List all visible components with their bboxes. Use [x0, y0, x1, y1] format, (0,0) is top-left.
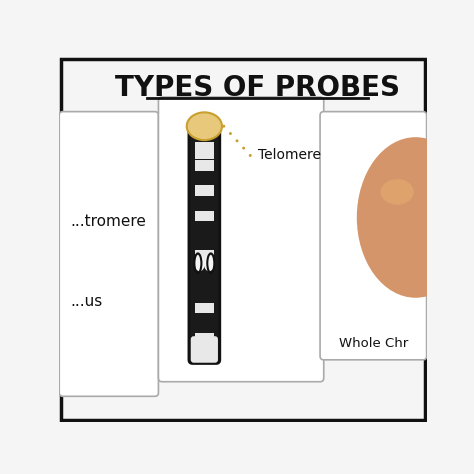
Bar	[195, 303, 213, 313]
FancyBboxPatch shape	[59, 111, 158, 396]
FancyBboxPatch shape	[320, 111, 427, 360]
Ellipse shape	[229, 132, 232, 135]
FancyBboxPatch shape	[158, 97, 324, 382]
Bar	[195, 250, 213, 260]
Bar	[195, 185, 213, 196]
Ellipse shape	[236, 139, 238, 142]
Ellipse shape	[357, 137, 474, 298]
Ellipse shape	[242, 146, 245, 150]
Text: TYPES OF PROBES: TYPES OF PROBES	[115, 74, 400, 102]
Bar	[195, 211, 213, 221]
Ellipse shape	[187, 112, 222, 140]
Ellipse shape	[222, 125, 225, 128]
Ellipse shape	[249, 154, 252, 157]
FancyBboxPatch shape	[61, 59, 425, 420]
Text: ...tromere: ...tromere	[70, 214, 146, 228]
FancyBboxPatch shape	[191, 336, 218, 363]
Bar	[195, 333, 213, 343]
FancyBboxPatch shape	[189, 126, 220, 364]
Bar	[195, 142, 213, 159]
Bar	[195, 160, 213, 171]
Ellipse shape	[381, 179, 414, 205]
Ellipse shape	[204, 255, 214, 271]
Text: Whole Chr: Whole Chr	[339, 337, 408, 350]
Ellipse shape	[194, 255, 205, 271]
Text: Telomere: Telomere	[258, 148, 320, 163]
Text: ...us: ...us	[70, 294, 102, 309]
